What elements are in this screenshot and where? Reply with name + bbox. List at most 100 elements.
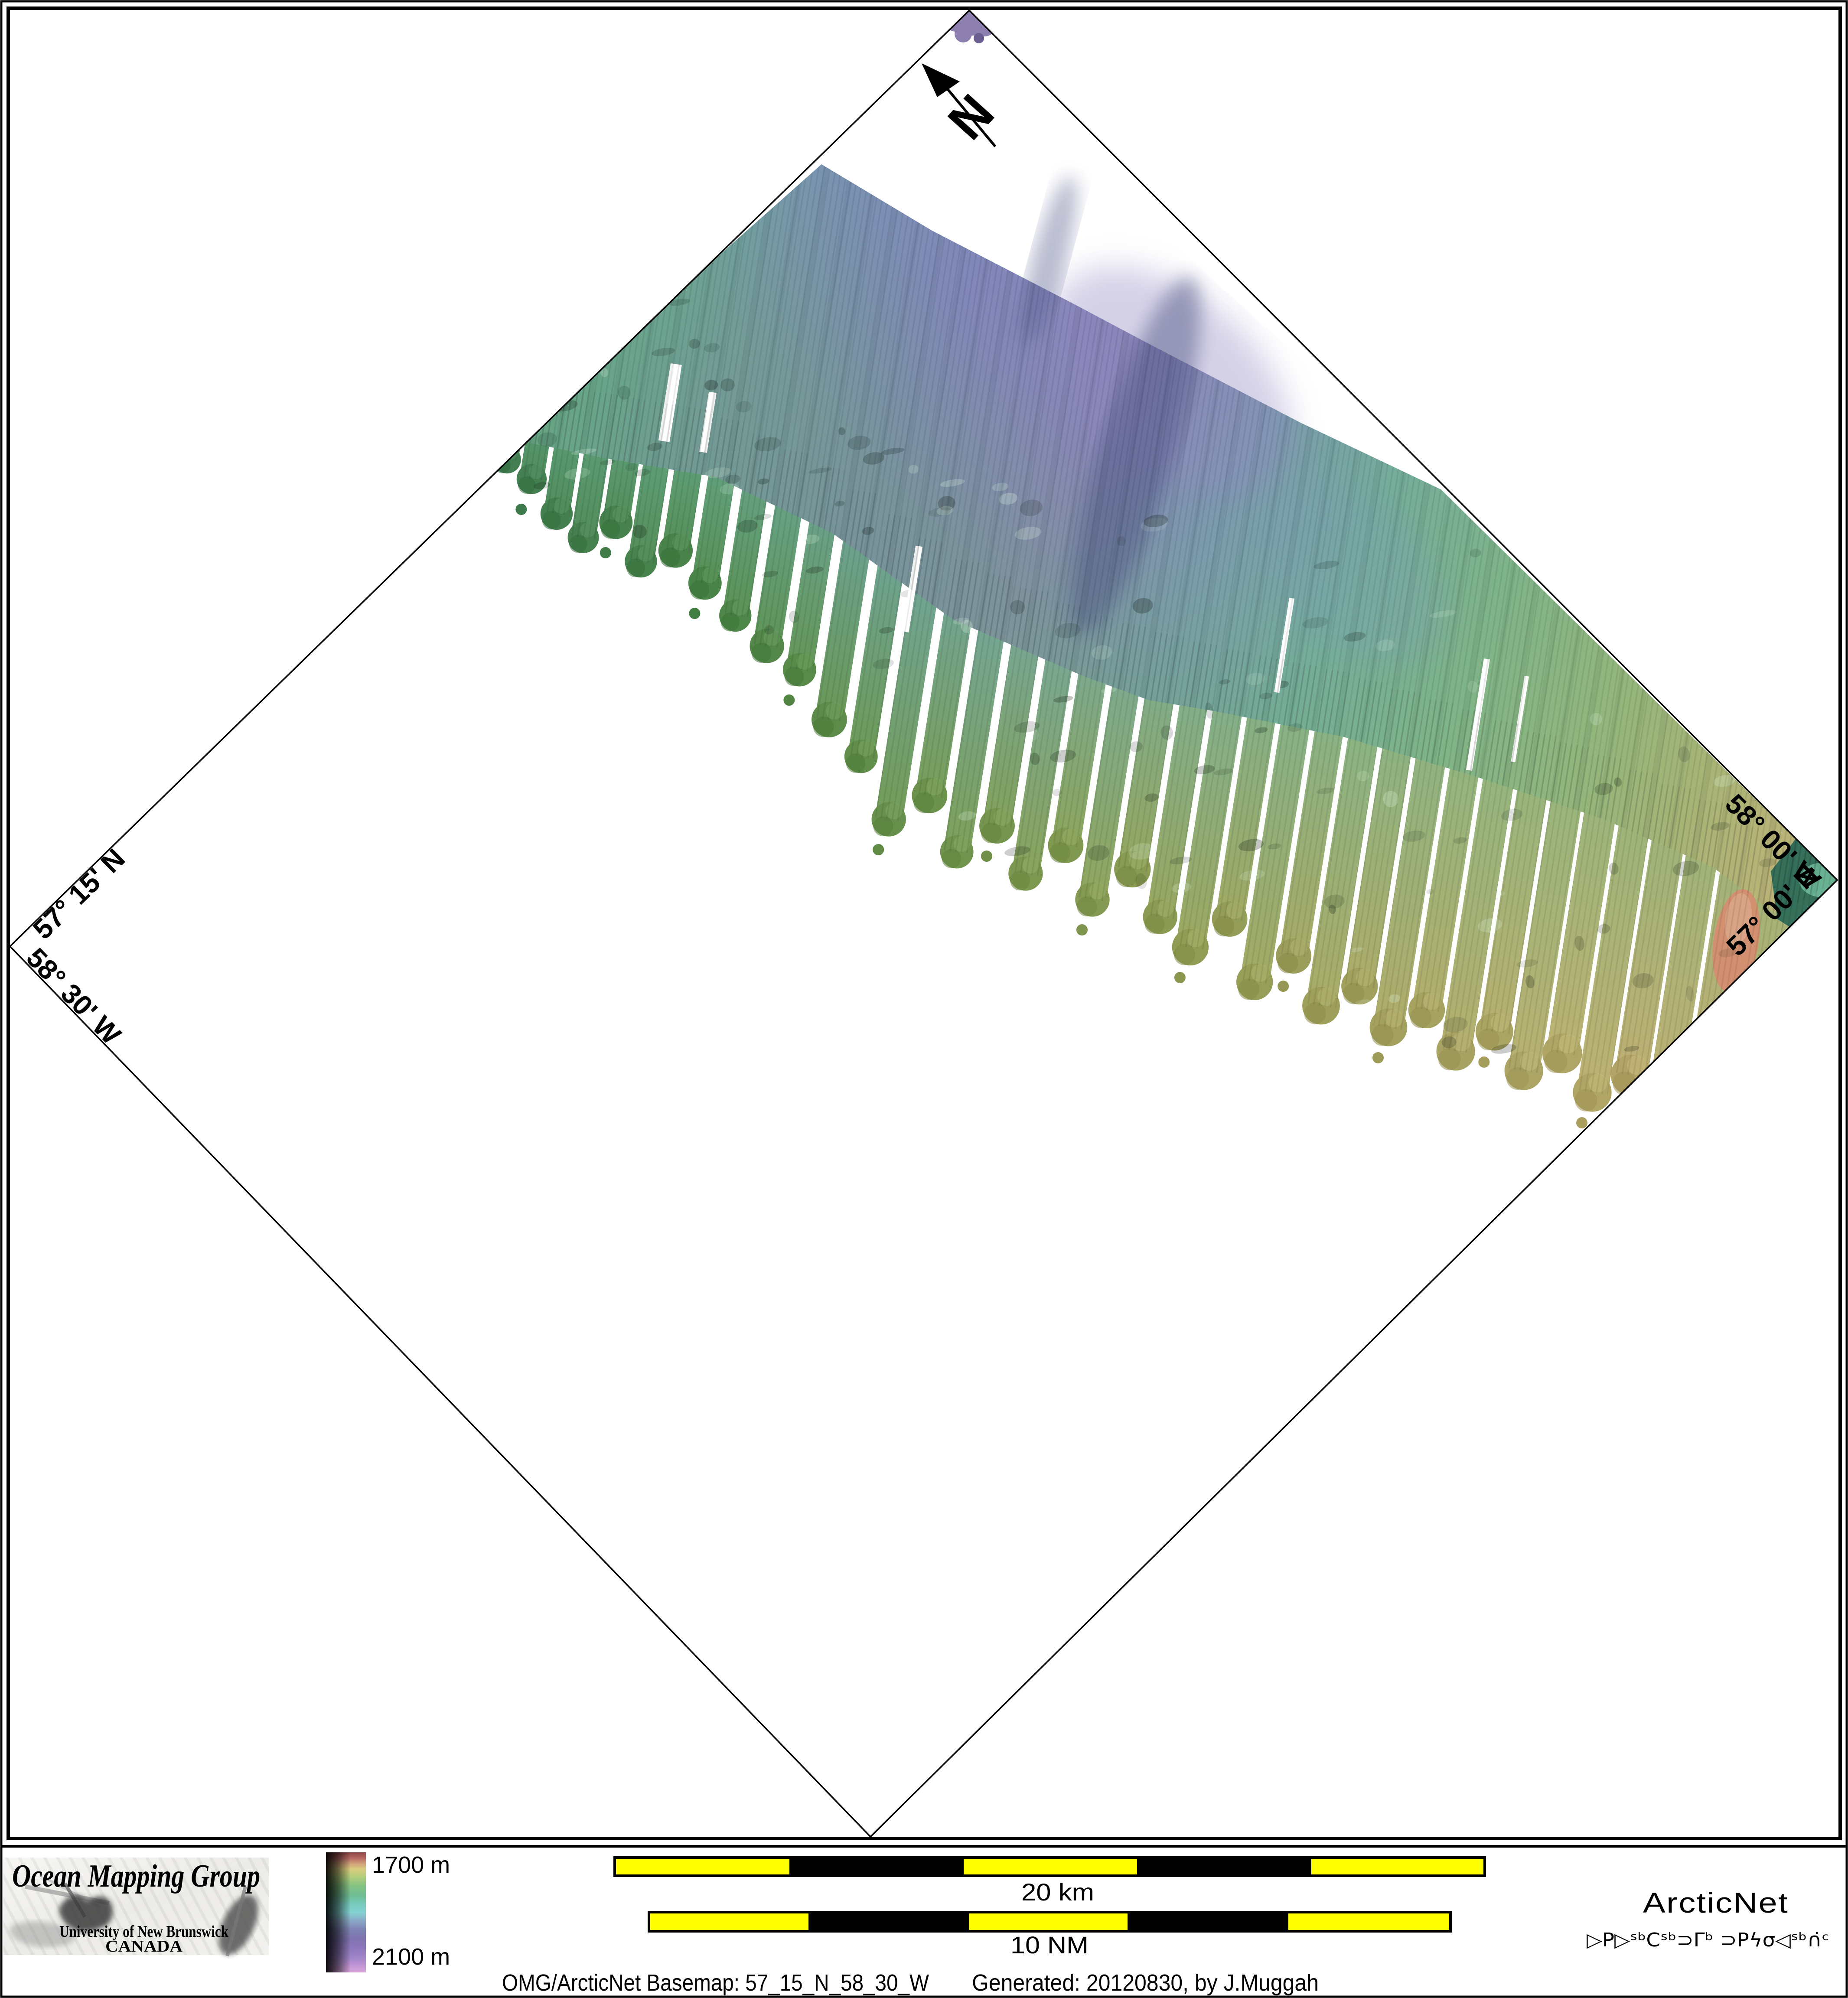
detached-sounding-dot xyxy=(1576,1117,1588,1128)
detached-sounding-dot xyxy=(873,844,884,855)
stripe-tip-shadow xyxy=(1077,896,1097,917)
stripe-streak-copy xyxy=(1479,731,1557,1034)
stripe-streak-copy xyxy=(722,433,777,618)
stripe-tip-shadow xyxy=(1144,913,1165,934)
depth-scale-bottom-label: 2100 m xyxy=(372,1944,450,1970)
omg-logo-country: CANADA xyxy=(105,1937,183,1956)
stripe-streak-copy xyxy=(1508,742,1591,1073)
stripe-tip-shadow xyxy=(1477,1028,1499,1050)
caption-generated: Generated: 20120830, by J.Muggah xyxy=(972,1970,1319,1996)
stripe-streak-copy xyxy=(1146,641,1217,919)
stripe-tip-shadow xyxy=(846,753,866,773)
scalebar-nm-seg1 xyxy=(650,1913,808,1930)
stripe-streak-copy xyxy=(1118,632,1184,872)
stripe-streak-copy xyxy=(753,449,812,648)
scalebar-nm-label: 10 NM xyxy=(1010,1931,1089,1959)
scalebar-km: 20 km xyxy=(613,1856,1486,1906)
stripe-streak-copy xyxy=(1176,648,1252,950)
stripe-tip-shadow xyxy=(720,613,740,632)
stripe-tip-shadow xyxy=(1343,983,1365,1004)
stripe-streak-copy xyxy=(1412,708,1489,1013)
stripe-streak-copy xyxy=(1240,662,1320,984)
scalebar-km-label: 20 km xyxy=(1021,1878,1094,1906)
stripe-tip-shadow xyxy=(1116,866,1137,887)
stripe-tip-shadow xyxy=(1010,870,1030,891)
stripe-streak-copy xyxy=(570,391,619,540)
detached-sounding-dot xyxy=(981,851,992,862)
stripe-streak-copy xyxy=(628,401,679,564)
stripe-tip-shadow xyxy=(813,716,834,737)
stripe-tip-shadow xyxy=(784,667,804,686)
stripe-streak-copy xyxy=(847,514,913,759)
relief-blotch xyxy=(1135,873,1147,889)
arcticnet-logo: ArcticNet ▷P▷ˢᵇCˢᵇ⊃Γᵇ ⊃Pϟσ◁ˢᵇ∩̇ᶜ xyxy=(1587,1887,1829,1951)
stripe-streak-copy xyxy=(1216,655,1285,922)
omg-logo-title: Ocean Mapping Group xyxy=(12,1858,260,1894)
omg-logo-university: University of New Brunswick xyxy=(59,1923,229,1941)
stripe-streak-copy xyxy=(603,396,649,525)
relief-blotch xyxy=(1355,999,1370,1004)
stripe-tip-shadow xyxy=(1213,916,1235,937)
scalebar-km-seg3 xyxy=(964,1859,1137,1874)
stripe-tip-shadow xyxy=(518,476,536,494)
stripe-tip-shadow xyxy=(542,511,561,530)
stripe-streak-copy xyxy=(1546,754,1625,1056)
stripe-tip-shadow xyxy=(913,792,934,813)
omg-logo-art xyxy=(10,1876,258,1957)
caption-basemap: OMG/ArcticNet Basemap: 57_15_N_58_30_W xyxy=(502,1970,929,1996)
relief-blotch xyxy=(534,482,550,489)
omg-logo: Ocean Mapping Group University of New Br… xyxy=(3,1858,269,1957)
relief-blotch xyxy=(1491,1044,1517,1054)
stripe-streak-copy xyxy=(983,587,1049,828)
detached-sounding-dot xyxy=(1174,972,1186,983)
stripe-tip-shadow xyxy=(1544,1050,1568,1073)
stripe-streak-copy xyxy=(1279,668,1353,958)
depth-scale-top-label: 1700 m xyxy=(372,1852,450,1878)
stripe-streak-copy xyxy=(1577,769,1659,1095)
stripe-tip-shadow xyxy=(660,547,680,568)
stripe-streak-copy xyxy=(786,466,845,672)
stripe-streak-copy xyxy=(1373,698,1455,1030)
scalebar-km-seg1 xyxy=(616,1859,789,1874)
stripe-streak-copy xyxy=(1051,614,1116,848)
detached-sounding-dot xyxy=(1478,1056,1490,1068)
stripe-streak-copy xyxy=(544,385,590,516)
detached-sounding-dot xyxy=(515,504,527,515)
stripe-streak-copy xyxy=(1079,623,1150,902)
stripe-streak-copy xyxy=(662,407,712,553)
arcticnet-name: ArcticNet xyxy=(1643,1887,1789,1919)
stripe-tip-shadow xyxy=(751,642,772,663)
stripe-streak-copy xyxy=(1440,720,1523,1054)
stripe-tip-shadow xyxy=(1304,1002,1326,1024)
stripe-tip-shadow xyxy=(981,822,1002,844)
depth-colorbar-shading xyxy=(326,1852,366,1972)
stripe-tip-shadow xyxy=(1574,1089,1597,1111)
graticule-diamond xyxy=(9,9,1838,1838)
detached-sounding-dot xyxy=(783,694,795,706)
scalebar-nm: 10 NM xyxy=(648,1911,1452,1959)
stripe-tip-shadow xyxy=(690,580,710,600)
stripe-tip-shadow xyxy=(569,535,587,553)
detached-sounding-dot xyxy=(1372,1052,1384,1063)
stripe-tip-shadow xyxy=(1238,978,1260,1000)
scalebar-nm-seg5 xyxy=(1288,1913,1449,1930)
scalebar-km-seg5 xyxy=(1311,1859,1483,1874)
detached-sounding-dot xyxy=(1278,981,1289,992)
stripe-tip-shadow xyxy=(626,558,645,577)
detached-sounding-dot xyxy=(1076,924,1088,935)
stripe-streak-copy xyxy=(1345,688,1421,989)
detached-sounding-dot xyxy=(600,547,611,558)
stripe-streak-copy xyxy=(1012,602,1082,876)
stripe-streak-copy xyxy=(915,558,981,798)
stripe-tip-shadow xyxy=(1371,1024,1394,1046)
stripe-tip-shadow xyxy=(1506,1067,1529,1090)
detached-sounding-dot xyxy=(689,608,701,619)
stripe-tip-shadow xyxy=(1173,944,1195,965)
stripe-tip-shadow xyxy=(1049,842,1071,863)
scalebar-nm-seg3 xyxy=(969,1913,1128,1930)
stripe-tip-shadow xyxy=(1438,1048,1461,1070)
caption: OMG/ArcticNet Basemap: 57_15_N_58_30_W G… xyxy=(502,1970,1319,1996)
